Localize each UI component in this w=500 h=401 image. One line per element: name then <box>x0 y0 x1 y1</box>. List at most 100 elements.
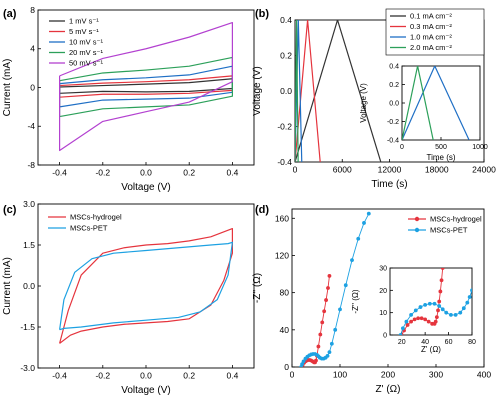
panel-d-y-tick-label: 120 <box>275 250 289 260</box>
panel-d-x-axis-label: Z' (Ω) <box>376 384 401 395</box>
panel-b-y-tick-label: 0.4 <box>280 15 292 25</box>
panel-d-data-point <box>362 221 366 225</box>
panel-d-inset-data-point <box>439 278 444 283</box>
panel-d-y-tick-label: 80 <box>280 288 290 298</box>
panel-a-x-tick-label: -0.2 <box>95 168 110 178</box>
panel-d-data-point <box>327 350 332 355</box>
panel-d-inset-data-point <box>418 305 423 309</box>
panel-a-label: (a) <box>3 8 17 20</box>
panel-c: (c) -0.4 -0.2 0.0 0.2 0.4 -3.0 -1.5 0.0 1.5 3.0 Vol… <box>2 199 255 396</box>
panel-b-legend: 0.1 mA cm⁻²0.3 mA cm⁻² 1.0 mA cm⁻²2.0 mA … <box>385 8 485 56</box>
panel-b-inset-series-line-1 <box>402 66 470 140</box>
panel-c-x-tick-label: 0.2 <box>183 371 195 381</box>
panel-d-y-tick-label: 0 <box>284 362 289 372</box>
panel-d-data-point <box>327 274 332 278</box>
panel-d-x-tick-label: 100 <box>333 370 347 380</box>
panel-b-inset-x-tick-label: 0 <box>400 144 404 151</box>
panel-a-x-tick-label: 0.2 <box>183 168 195 178</box>
panel-a-legend: 1 mV s⁻¹5 mV s⁻¹ 10 mV s⁻¹20 mV s⁻¹ 50 mV … <box>49 17 103 68</box>
panel-b-inset-y-tick-label: 0.0 <box>389 100 399 107</box>
panel-d-data-point <box>325 353 330 358</box>
panel-a-series-group <box>58 21 233 152</box>
panel-c-legend-label: MSCs-PET <box>70 224 108 233</box>
panel-b-inset-y-tick-label: 0.4 <box>389 63 399 70</box>
panel-b-inset-x-tick-label: 500 <box>435 144 447 151</box>
panel-d-data-point <box>333 327 338 332</box>
panel-d-data-point <box>322 309 327 314</box>
panel-d-series-group <box>299 211 371 367</box>
panel-b-inset-x-tick-label: 1000 <box>472 144 488 151</box>
panel-d-inset-data-point <box>437 299 442 304</box>
panel-d-inset-data-point <box>400 326 405 331</box>
panel-a-y-tick-label: -4 <box>27 121 35 131</box>
panel-b-series-line-2 <box>295 20 321 162</box>
panel-b-x-tick-label: 6000 <box>333 165 352 175</box>
panel-d-inset-data-point <box>440 307 445 312</box>
panel-d-y-tick-label: 160 <box>275 213 289 223</box>
panel-d-inset-data-point <box>423 302 428 307</box>
panel-c-y-tick-label: 0.0 <box>23 281 35 291</box>
panel-b-y-axis-label: Voltage (V) <box>252 66 263 115</box>
panel-a-x-axis-label: Voltage (V) <box>121 182 170 193</box>
panel-d-inset-data-point <box>444 310 449 315</box>
panel-b-legend-label: 2.0 mA cm⁻² <box>410 43 452 52</box>
panel-c-x-tick-label: 0.0 <box>140 371 152 381</box>
panel-b-x-tick-label: 0 <box>293 165 298 175</box>
panel-b-series-line-4 <box>295 20 299 162</box>
panel-a-x-tick-label: 0.4 <box>226 168 238 178</box>
panel-d-inset-series-group <box>398 268 472 335</box>
panel-d-data-point <box>316 344 321 349</box>
panel-a-y-tick-label: 8 <box>30 5 35 15</box>
panel-d-legend: MSCs-hydrogel MSCs-PET <box>408 215 482 235</box>
panel-c-series-group <box>59 228 233 344</box>
panel-c-legend: MSCs-hydrogel MSCs-PET <box>48 213 122 233</box>
panel-c-legend-label: MSCs-hydrogel <box>70 213 122 222</box>
panel-d-data-point <box>300 362 304 367</box>
panel-b-legend-label: 0.3 mA cm⁻² <box>410 22 452 31</box>
panel-d-data-point <box>301 359 306 364</box>
panel-d-inset-y-tick-label: 30 <box>379 265 387 272</box>
panel-d-inset-x-axis-label: Z' (Ω) <box>421 345 441 354</box>
panel-a-legend-label: 20 mV s⁻¹ <box>69 48 103 57</box>
panel-d-inset-data-point <box>449 313 453 317</box>
panel-b-inset-y-tick-label: -0.4 <box>387 137 399 144</box>
panel-d-legend-marker <box>414 216 420 222</box>
panel-d-inset-x-tick-label: 60 <box>445 339 453 346</box>
panel-a-x-tick-label: -0.4 <box>52 168 67 178</box>
panel-d-label: (d) <box>255 204 269 216</box>
panel-c-y-tick-label: 3.0 <box>23 199 35 209</box>
panel-d-x-tick-label: 200 <box>381 370 395 380</box>
panel-d-inset-data-point <box>398 333 403 335</box>
panel-d-inset-data-point <box>404 319 409 324</box>
panel-b-inset-background <box>402 66 480 140</box>
panel-a-legend-label: 1 mV s⁻¹ <box>69 17 99 26</box>
panel-b-series-line-1 <box>295 20 382 162</box>
panel-d-data-point <box>366 211 371 216</box>
panel-d-legend-label: MSCs-hydrogel <box>430 215 482 224</box>
panel-d-inset-y-tick-label: 10 <box>379 310 387 317</box>
panel-d-inset-data-point <box>438 289 443 294</box>
panel-a-y-tick-label: 4 <box>30 44 35 54</box>
panel-b-y-tick-label: 0.0 <box>280 86 292 96</box>
panel-b-inset-y-axis-label: Voltage (V) <box>359 83 368 123</box>
panel-d-inset-data-point <box>432 301 437 306</box>
panel-c-y-tick-label: -1.5 <box>20 322 35 332</box>
panel-d-inset-data-point <box>453 313 458 317</box>
panel-d-data-point <box>356 236 361 241</box>
panel-c-y-axis-label: Current (mA) <box>2 257 13 315</box>
panel-c-x-tick-label: -0.2 <box>95 371 110 381</box>
panel-b-x-tick-label: 12000 <box>378 165 402 175</box>
panel-a-series-line-5 <box>58 21 233 152</box>
panel-c-x-axis-label: Voltage (V) <box>121 385 170 396</box>
panel-c-y-tick-label: -3.0 <box>20 363 35 373</box>
panel-d-inset-data-point <box>434 315 439 320</box>
panel-d-inset-data-point <box>461 306 466 311</box>
panel-a-x-tick-label: 0.0 <box>140 168 152 178</box>
panel-d-data-point <box>324 298 328 302</box>
panel-b: (b) 0 6000 12000 18000 24000 -0.4 -0.2 0.0 0.2 0.4… <box>252 8 496 190</box>
panel-c-x-tick-label: -0.4 <box>52 371 67 381</box>
panel-b-series-group <box>295 20 382 162</box>
panel-a: (a) -0.4 -0.2 0.0 0.2 0.4 -8 -4 0 4 8 Voltage (V) Cu… <box>2 5 255 193</box>
panel-d-x-tick-label: 400 <box>477 370 491 380</box>
panel-d-inset-data-point <box>412 317 417 322</box>
